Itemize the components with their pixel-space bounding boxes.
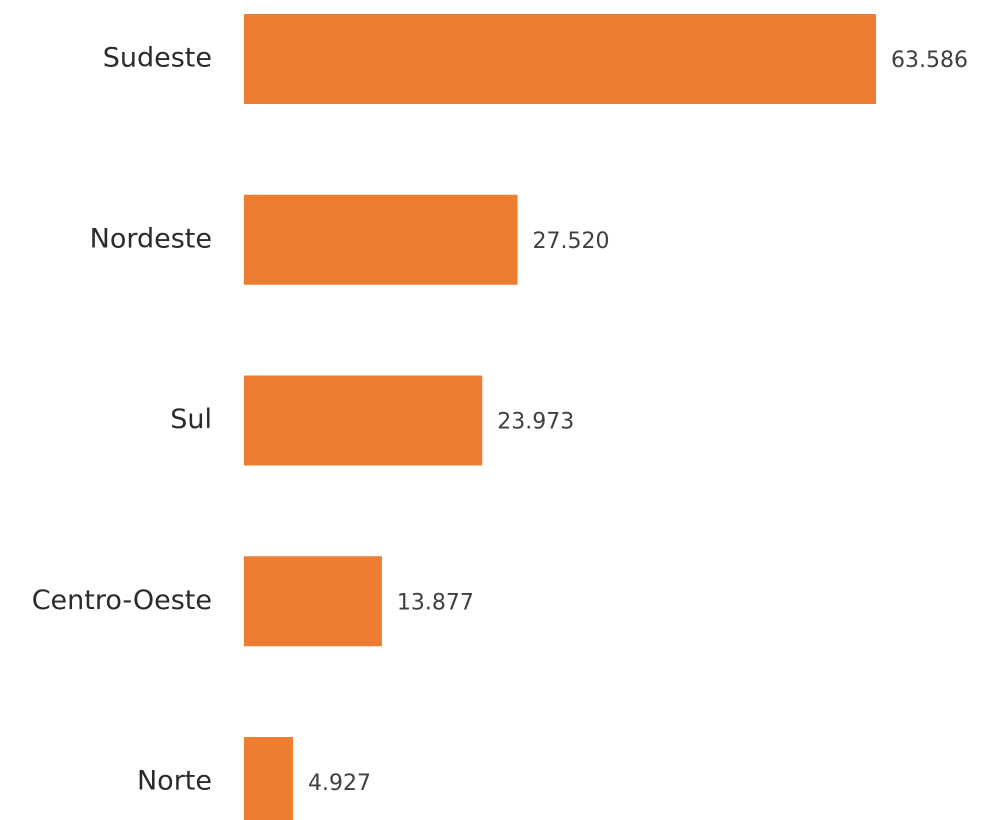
bar <box>244 375 483 466</box>
value-label: 63.586 <box>891 48 968 73</box>
value-label: 4.927 <box>308 771 371 796</box>
bar <box>244 194 518 285</box>
category-label: Sudeste <box>103 43 212 74</box>
bar <box>244 556 382 647</box>
category-label: Centro-Oeste <box>32 585 212 616</box>
category-label: Sul <box>170 404 212 435</box>
bar <box>244 14 876 104</box>
value-label: 13.877 <box>397 590 474 615</box>
bar <box>244 737 293 820</box>
category-label: Norte <box>137 766 212 797</box>
category-label: Nordeste <box>90 223 212 254</box>
value-label: 27.520 <box>533 229 610 254</box>
value-label: 23.973 <box>497 410 574 435</box>
